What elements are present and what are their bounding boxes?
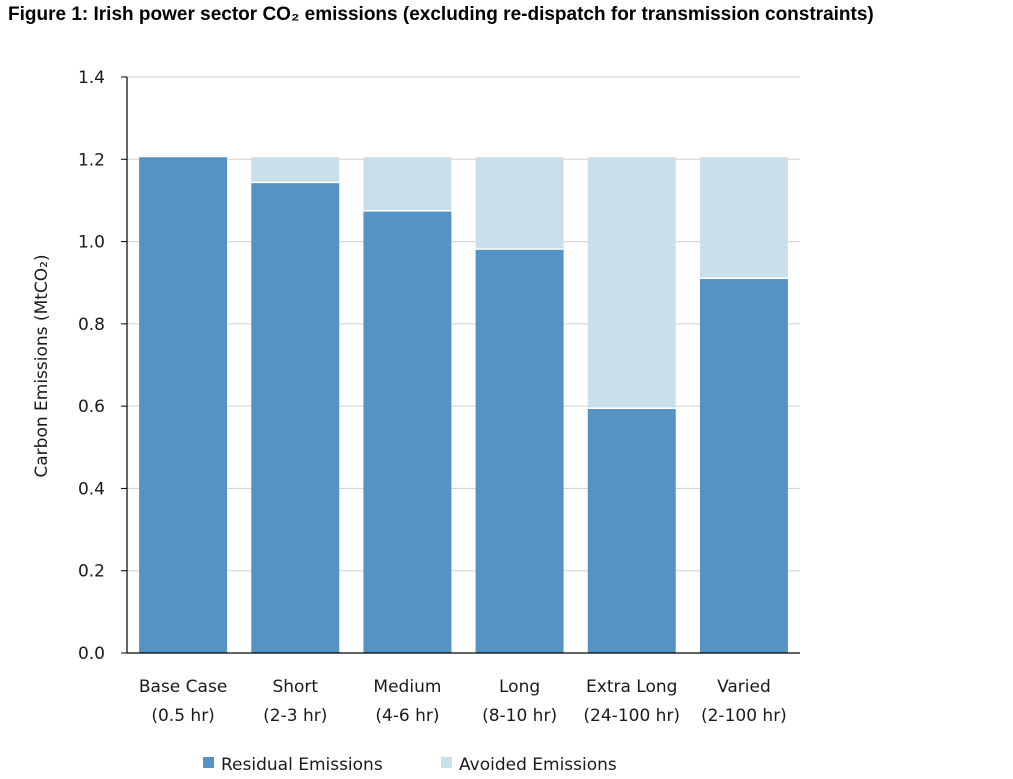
y-tick-label: 1.0 <box>78 233 105 253</box>
x-category-sublabel: (24-100 hr) <box>583 706 680 726</box>
y-tick-label: 0.8 <box>78 315 105 335</box>
bar-residual <box>363 211 452 653</box>
x-category-sublabel: (2-3 hr) <box>263 706 327 726</box>
axes <box>121 76 800 654</box>
y-tick-label: 0.0 <box>78 644 105 664</box>
x-category-sublabel: (8-10 hr) <box>482 706 557 726</box>
x-category-label: Varied <box>717 677 771 697</box>
x-category-label: Extra Long <box>586 677 677 697</box>
x-category-label: Medium <box>373 677 441 697</box>
y-axis-label: Carbon Emissions (MtCO₂) <box>32 254 52 477</box>
legend-label: Avoided Emissions <box>459 755 617 775</box>
bar-residual <box>251 183 340 654</box>
bar-residual <box>139 157 228 653</box>
legend-label: Residual Emissions <box>221 755 383 775</box>
bar-residual <box>475 249 564 654</box>
x-category-labels: Base Case (0.5 hr) Short (2-3 hr) Medium (4-6… <box>139 677 787 726</box>
chart-title: Figure 1: Irish power sector CO₂ emissio… <box>8 4 874 25</box>
legend-swatch <box>441 757 452 768</box>
y-tick-label: 0.6 <box>78 397 105 417</box>
bar-avoided <box>699 157 788 278</box>
y-tick-label: 0.2 <box>78 562 105 582</box>
y-tick-labels: 0.0 0.2 0.4 0.6 0.8 1.0 1.2 1.4 <box>78 68 105 664</box>
bars <box>139 157 788 654</box>
legend: Residual Emissions Avoided Emissions <box>203 755 617 775</box>
bar-avoided <box>363 157 452 211</box>
x-category-sublabel: (4-6 hr) <box>375 706 439 726</box>
bar-avoided <box>475 157 564 249</box>
gridlines <box>127 76 800 572</box>
x-category-label: Short <box>272 677 318 697</box>
x-category-label: Long <box>499 677 540 697</box>
bar-residual <box>699 279 788 653</box>
x-category-label: Base Case <box>139 677 227 697</box>
y-tick-label: 1.4 <box>78 68 105 88</box>
x-category-sublabel: (2-100 hr) <box>701 706 787 726</box>
legend-swatch <box>203 757 214 768</box>
y-tick-label: 1.2 <box>78 150 105 170</box>
x-category-sublabel: (0.5 hr) <box>151 706 214 726</box>
bar-residual <box>587 409 676 653</box>
bar-avoided <box>251 157 340 182</box>
y-tick-label: 0.4 <box>78 479 105 499</box>
bar-avoided <box>587 157 676 408</box>
